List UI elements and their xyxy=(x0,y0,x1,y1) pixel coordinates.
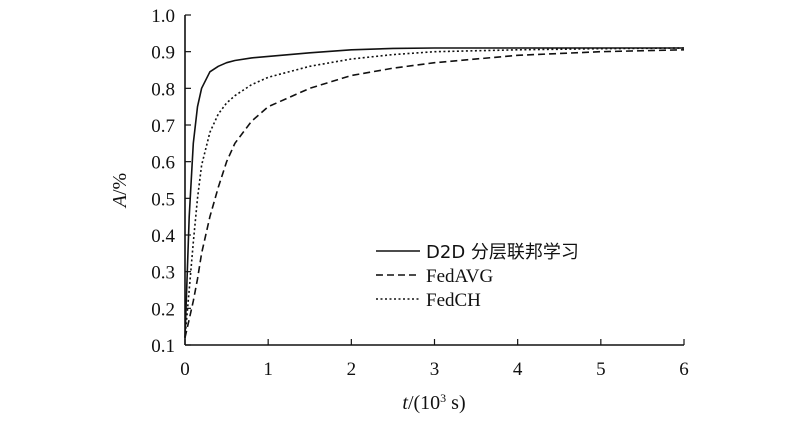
y-tick-label: 0.3 xyxy=(151,263,175,284)
y-axis-label: A/% xyxy=(109,173,131,209)
y-tick-label: 0.7 xyxy=(151,116,175,137)
y-tick-label: 0.9 xyxy=(151,43,175,64)
legend: D2D 分层联邦学习 FedAVG FedCH xyxy=(376,242,579,311)
legend-label: FedCH xyxy=(426,290,481,311)
x-tick-label: 5 xyxy=(596,359,606,380)
x-tick-label: 3 xyxy=(430,359,440,380)
y-tick-label: 0.1 xyxy=(151,336,175,357)
x-tick-label: 2 xyxy=(347,359,357,380)
y-axis-label-var: A xyxy=(109,194,131,209)
series-lines xyxy=(184,47,685,338)
y-tick-label: 0.8 xyxy=(151,79,175,100)
x-axis-label-exp: 3 xyxy=(440,391,446,405)
legend-label: FedAVG xyxy=(426,266,493,287)
x-tick-label: 1 xyxy=(263,359,273,380)
x-ticks: 0 1 2 3 4 5 6 xyxy=(180,339,689,380)
y-tick-label: 0.5 xyxy=(151,189,175,210)
y-tick-label: 0.4 xyxy=(151,226,175,247)
x-tick-label: 4 xyxy=(513,359,523,380)
y-tick-label: 1.0 xyxy=(151,6,175,27)
y-tick-label: 0.2 xyxy=(151,299,175,320)
x-axis-label-prefix: /(10 xyxy=(408,392,440,414)
x-axis-label-suffix: s) xyxy=(446,392,465,414)
plot-area: 0 1 2 3 4 5 6 0.1 0.2 0.3 0.4 0.5 0.6 0.7 0.8 0.9 1.0 xyxy=(151,6,689,380)
x-axis-label: t/(103 s) xyxy=(402,391,465,414)
y-tick-label: 0.6 xyxy=(151,153,175,174)
series-line-dotted xyxy=(184,47,685,338)
x-tick-label: 6 xyxy=(679,359,689,380)
legend-label: D2D 分层联邦学习 xyxy=(426,242,579,263)
x-tick-label: 0 xyxy=(180,359,190,380)
series-line-solid xyxy=(184,47,684,338)
series-line-dashed xyxy=(184,49,685,338)
x-axis-label-var: t xyxy=(402,392,408,414)
y-axis-label-unit: /% xyxy=(109,173,131,195)
